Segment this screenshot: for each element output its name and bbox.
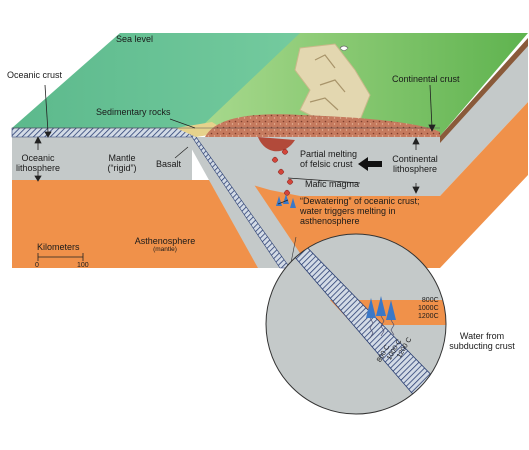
isotherm-right-3: 1200C [418,313,439,320]
water-from-line2: subducting crust [449,341,515,351]
mountain-ridge-lines [309,54,346,111]
oceanic-lithosphere-line1: Oceanic [21,153,55,163]
oceanic-lithosphere-arrows [34,136,42,182]
water-from-line1: Water from [459,331,505,341]
oceanic-lithosphere-layer [12,137,192,180]
asthenosphere-sub: (mantle) [153,246,177,253]
oceanic-lithosphere-label: Oceanic lithosphere [8,153,68,173]
isotherm-right-1: 800C [421,297,439,304]
right-face-surface [440,38,528,143]
mantle-line1: Mantle [108,153,136,163]
dewatering-line1: “Dewatering” of oceanic crust; [300,196,420,206]
scale-title: Kilometers [37,242,80,252]
asthenosphere-line1: Asthenosphere [134,236,196,246]
water-from-label: Water from subducting crust [440,331,524,351]
mafic-magma-label: Mafic magma [305,179,360,189]
scale-min: 0 [35,262,39,269]
dewatering-label: “Dewatering” of oceanic crust; water tri… [300,196,420,226]
sea-level-label: Sea level [116,34,154,44]
oceanic-crust-label: Oceanic crust [7,70,63,80]
continental-lithosphere-label: Continental lithosphere [380,154,450,174]
partial-melt-zone [258,137,295,152]
continental-crust-leader [428,84,436,132]
continental-crust-label: Continental crust [392,74,460,84]
oceanic-crust-band [11,127,197,138]
oceanic-crust-arrow [44,84,52,138]
felsic-crust-body [205,114,440,137]
dewatering-line3: asthenosphere [300,216,360,226]
mantle-label: Mantle (“rigid”) [100,153,144,173]
continental-lithosphere-line2: lithosphere [392,164,438,174]
scale-max: 100 [77,262,89,269]
cloud-icon [339,45,349,51]
zoom-circle-outline [265,233,447,415]
right-face-crust [440,38,528,196]
scale-bar [37,253,84,261]
basalt-label: Basalt [156,159,182,169]
continental-lithosphere-layer [200,137,440,196]
sedimentary-rocks-label: Sedimentary rocks [96,107,171,117]
oceanic-lithosphere-line2: lithosphere [15,163,61,173]
isotherm-right-2: 1000C [418,305,439,312]
inset-water-squiggles [369,315,395,339]
magma-drops [271,148,294,196]
continental-lithosphere-arrows [412,137,420,194]
continental-lithosphere-line1: Continental [392,154,438,164]
isotherms-right: 800C 1000C 1200C [411,297,439,321]
asthenosphere-label: Asthenosphere (mantle) [120,236,210,253]
zoom-inset [266,234,446,414]
inset-water-arrows [366,296,396,320]
partial-melting-line1: Partial melting [300,149,358,159]
right-face-asthenosphere [440,102,528,268]
partial-melting-arrow [358,157,382,171]
dewatering-line2: water triggers melting in [300,206,396,216]
partial-melting-line2: of felsic crust [300,159,353,169]
mantle-line2: (“rigid”) [107,163,137,173]
partial-melting-label: Partial melting of felsic crust [300,149,357,169]
